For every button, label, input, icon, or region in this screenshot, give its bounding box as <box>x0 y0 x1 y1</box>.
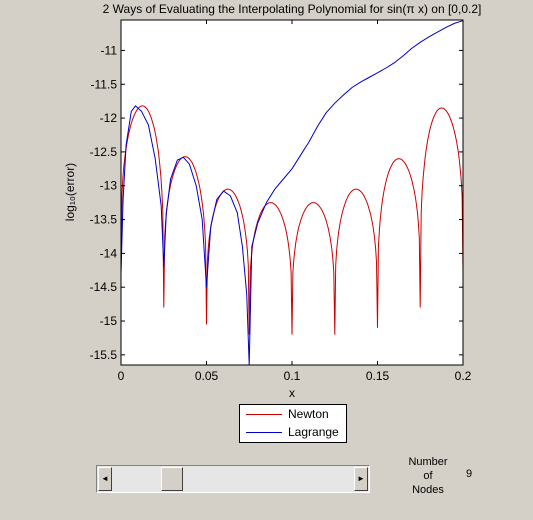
y-axis-label: log₁₀(error) <box>63 163 77 221</box>
slider-left-arrow-button[interactable]: ◄ <box>98 467 112 491</box>
x-tick-label: 0.05 <box>195 369 219 383</box>
number-of-nodes-label: Number of Nodes <box>402 455 454 497</box>
nodes-label-line-3: Nodes <box>412 484 444 496</box>
chart-title: 2 Ways of Evaluating the Interpolating P… <box>103 2 482 16</box>
y-tick-label: -11.5 <box>91 77 118 91</box>
nodes-label-line-2: of <box>423 470 433 482</box>
y-tick-label: -13.5 <box>90 213 118 227</box>
slider-thumb[interactable] <box>161 467 183 491</box>
y-axis-ticks: -11 -11.5 -12 -12.5 -13 -13.5 -14 -14.5 -15 -15.5 <box>90 43 463 362</box>
y-tick-label: -12 <box>100 111 118 125</box>
x-tick-label: 0.15 <box>366 369 390 383</box>
legend-label-lagrange: Lagrange <box>288 425 339 439</box>
x-tick-label: 0.2 <box>455 369 472 383</box>
legend-label-newton: Newton <box>288 407 329 421</box>
y-tick-label: -14.5 <box>90 280 118 294</box>
y-tick-label: -14 <box>100 246 118 260</box>
y-tick-label: -13 <box>100 179 118 193</box>
newton-series-line <box>120 105 464 335</box>
y-tick-label: -15.5 <box>90 348 118 362</box>
x-tick-label: 0 <box>118 369 125 383</box>
legend-swatch-newton <box>246 414 282 415</box>
legend-item-lagrange: Lagrange <box>240 424 346 441</box>
nodes-slider[interactable]: ◄ ► <box>96 465 370 493</box>
y-tick-label: -15 <box>100 314 118 328</box>
x-axis-ticks: 0 0.05 0.1 0.15 0.2 <box>118 20 472 383</box>
legend: Newton Lagrange <box>239 404 347 443</box>
slider-right-arrow-button[interactable]: ► <box>354 467 368 491</box>
y-tick-label: -12.5 <box>90 145 118 159</box>
legend-swatch-lagrange <box>246 432 282 433</box>
x-tick-label: 0.1 <box>284 369 301 383</box>
nodes-label-line-1: Number <box>408 456 448 468</box>
x-axis-label: x <box>289 386 295 400</box>
legend-item-newton: Newton <box>240 406 346 423</box>
y-tick-label: -11 <box>101 43 118 57</box>
number-of-nodes-value: 9 <box>466 468 473 480</box>
